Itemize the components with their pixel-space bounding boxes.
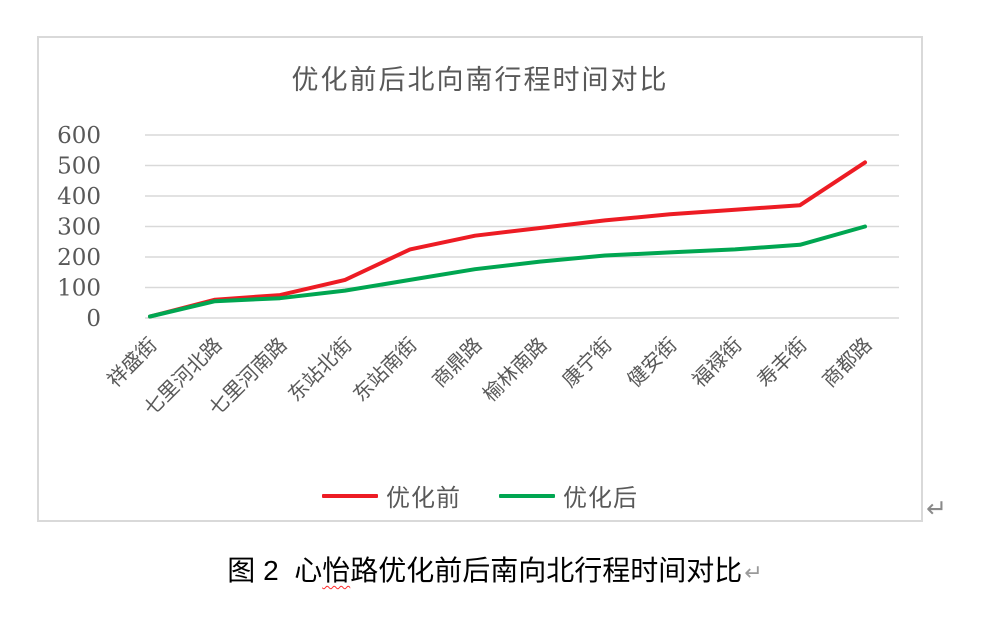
chart-frame[interactable]: 优化前后北向南行程时间对比 0 100 200 300 400 500 600 祥盛街 七里河北… xyxy=(37,36,923,522)
x-axis-category-label: 榆林南路 xyxy=(478,333,552,407)
caption-return-mark: ↵ xyxy=(744,561,763,586)
chart-title: 优化前后北向南行程时间对比 xyxy=(291,65,669,96)
y-axis-tick-label: 300 xyxy=(57,215,101,241)
legend-line-swatch xyxy=(322,493,378,498)
series-line-before xyxy=(148,160,867,319)
legend-item-after[interactable]: 优化后 xyxy=(499,478,638,513)
caption-text-suffix: 路优化前后南向北行程时间对比 xyxy=(350,555,743,586)
y-axis-tick-label: 100 xyxy=(57,276,101,302)
paragraph-return-mark: ↵ xyxy=(926,494,947,523)
caption-text-prefix: 图 2 心 xyxy=(227,555,323,586)
series-line-after xyxy=(148,224,867,319)
x-axis-category-label: 康宁街 xyxy=(557,333,616,392)
y-axis-tick-label: 200 xyxy=(57,245,101,271)
figure-caption: 图 2 心怡路优化前后南向北行程时间对比↵ xyxy=(0,549,990,589)
x-axis-category-label: 寿丰街 xyxy=(752,333,811,392)
y-axis-tick-label: 600 xyxy=(57,123,101,149)
legend-label: 优化后 xyxy=(563,484,638,512)
x-axis-category-label: 商鼎路 xyxy=(427,333,486,392)
y-axis-tick-label: 400 xyxy=(57,184,101,210)
x-axis-category-label: 祥盛街 xyxy=(102,333,161,392)
y-axis-tick-label: 500 xyxy=(57,154,101,180)
chart-plot: 0100200300400500600祥盛街七里河北路七里河南路东站北街东站南街… xyxy=(57,123,899,420)
legend-line-swatch xyxy=(499,493,555,498)
y-axis-tick-label: 0 xyxy=(86,306,101,332)
x-axis-category-label: 健安街 xyxy=(622,333,681,392)
caption-spellcheck-word: 怡 xyxy=(322,555,351,586)
x-axis-category-label: 福禄街 xyxy=(687,333,746,392)
chart-legend: 优化前 优化后 xyxy=(39,478,921,513)
legend-item-before[interactable]: 优化前 xyxy=(322,478,461,513)
legend-label: 优化前 xyxy=(386,484,461,512)
x-axis-category-label: 东站北街 xyxy=(283,333,357,407)
x-axis-category-label: 东站南街 xyxy=(348,333,422,407)
x-axis-category-label: 商都路 xyxy=(817,333,876,392)
